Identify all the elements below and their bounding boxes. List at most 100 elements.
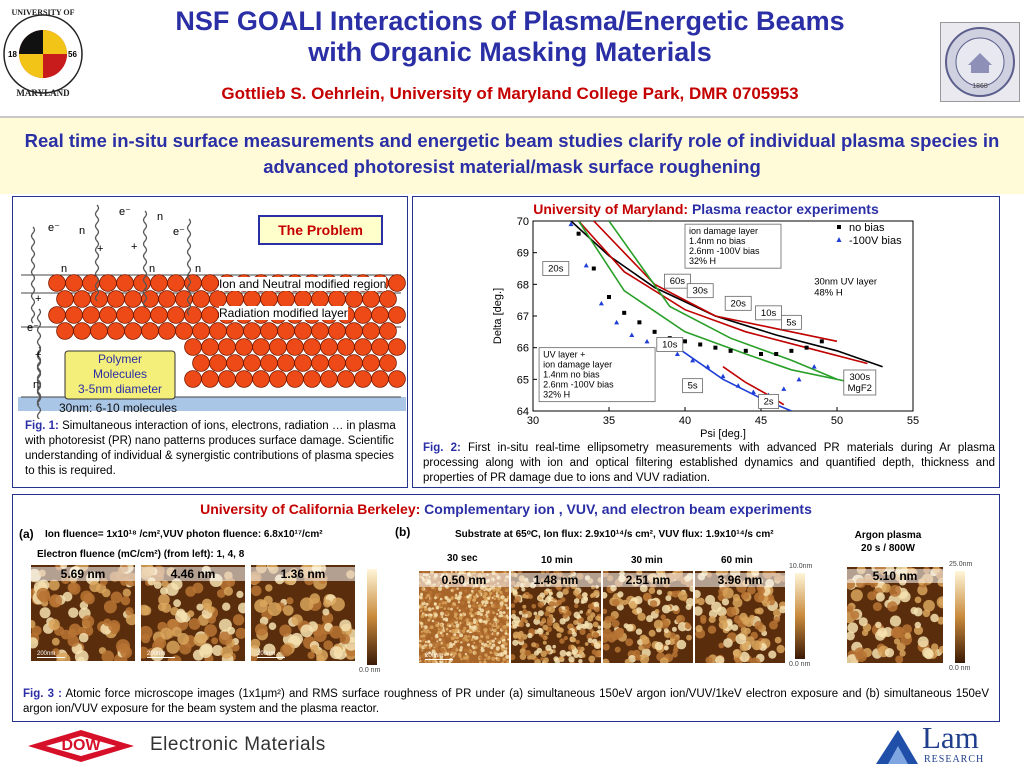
umd-logo-bottom-text: MARYLAND [16,88,70,98]
layer-info-text: 2.6nm -100V bias [543,380,614,390]
radiation-wiggle [94,204,100,302]
data-point [735,383,741,388]
umd-logo-year-left: 18 [8,50,17,59]
colorbar-c-top: 25.0nm [949,561,973,568]
annotation-box [780,314,802,330]
molecule [379,322,397,340]
radiation-wiggle [186,218,192,316]
annotation-box [656,337,684,352]
data-point [796,376,802,382]
data-point [568,221,574,227]
data-point [637,320,642,325]
x-tick-label: 30 [527,415,539,427]
species-label: n [195,263,202,275]
species-label: e⁻ [48,222,60,234]
polymer-label: Polymer Molecules 3-5nm diameter [65,352,175,397]
colorbar-a [367,569,377,665]
data-point [598,300,604,306]
polymer-label-line2: Molecules [92,367,148,381]
y-tick-label: 70 [517,216,529,228]
fig3-header-blue: Complementary ion , VUV, and electron be… [420,501,812,517]
uc-seal-year: 1868 [972,83,988,90]
annotation-label: 20s [548,264,564,275]
argon-label: Argon plasma 20 s / 800W [843,529,933,555]
y-axis-label: Delta [deg.] [492,288,504,344]
afm-scalebar: 200nm [425,653,453,660]
annotation-label: 300s [849,372,870,383]
fig2-header-red: University of Maryland: [533,201,689,217]
afm-image-a1: 5.69 nm 200nm [31,565,135,661]
argon-label-line2: 20 s / 800W [861,543,915,554]
layer-info-box [684,223,782,269]
fig1-caption: Fig. 1: Simultaneous interaction of ions… [25,419,405,479]
data-point [614,319,620,325]
annotation-box [755,305,783,321]
x-tick-label: 40 [679,415,691,427]
time-label: 60 min [721,555,753,566]
annotation-label: 10s [761,308,777,319]
colorbar-b-top: 10.0nm [789,563,813,570]
problem-label: The Problem [278,222,363,238]
electron-fluence-label: Electron fluence (mC/cm²) (from left): 1… [37,549,245,560]
afm-image-b4: 3.96 nm [695,571,785,663]
species-label: + [97,243,104,255]
species-label: n [33,379,40,391]
molecule [388,370,406,388]
colorbar-b-bottom: 0.0 nm [789,661,811,668]
ion-neutral-label: Ion and Neutral modified region [219,277,387,291]
species-label: n [149,263,156,275]
poster-title-line1: NSF GOALI Interactions of Plasma/Energet… [175,6,845,36]
layer-info-text: ion damage layer [543,360,612,370]
colorbar-c-bottom: 0.0 nm [949,665,971,672]
data-point [720,373,726,379]
layer-info-text: 32% H [689,256,716,266]
afm-image-b2: 1.48 nm [511,571,601,663]
data-point [759,352,763,356]
polymer-label-line3: 3-5nm diameter [77,382,163,396]
fig3-caption-text: Atomic force microscope images (1x1μm²) … [23,688,990,715]
argon-label-line1: Argon plasma [854,530,922,541]
problem-box: The Problem [258,215,383,245]
dow-division-text: Electronic Materials [150,734,326,755]
ellipsometry-chart: 30 35 40 45 50 55 64 65 66 67 68 69 70 Psi [deg.] Delt… [492,216,919,440]
afm-image-argon: 5.10 nm [847,567,943,663]
dow-logo-text: DOW [61,737,101,754]
y-tick-label: 64 [517,406,529,418]
species-label: + [131,241,138,253]
dow-logo: DOW [26,728,136,764]
afm-roughness: 4.46 nm [141,567,245,581]
layer-info-text: ion damage layer [689,226,758,236]
afm-image-a2: 4.46 nm 200nm [141,565,245,661]
radiation-wiggle [30,226,36,324]
legend-marker [836,237,842,242]
data-point [750,389,756,394]
data-point [576,231,581,236]
radiation-wiggle [36,346,42,419]
afm-texture [603,571,693,663]
model-curve [593,221,838,343]
layer-info-text: 2.6nm -100V bias [689,246,760,256]
data-point [683,339,687,344]
species-label: + [35,293,42,305]
layer-info-text: 32% H [543,390,570,400]
annotation-label: 10s [662,340,678,351]
afm-roughness: 0.50 nm [419,573,509,587]
molecule [388,338,406,356]
fig2-caption-text: First in-situ real-time ellipsometry mea… [423,442,995,484]
data-point [644,338,650,344]
x-tick-label: 50 [831,415,843,427]
legend-label: no bias [849,222,885,234]
data-point [804,345,809,350]
species-labels: e⁻ n e⁻ n e⁻ + + + n n n + e⁻ n [13,197,406,397]
annotation-box [686,283,714,299]
x-tick-label: 35 [603,415,615,427]
model-curve [578,221,868,365]
data-point [705,364,711,369]
poster-title-line2: with Organic Masking Materials [308,37,712,67]
molecule [388,274,406,292]
lam-logo: Lam RESEARCH [872,720,1022,768]
species-label: n [61,263,68,275]
thickness-label: 30nm: 6-10 molecules [58,401,178,415]
colorbar-b [795,573,805,659]
annotation-label: 60s [670,276,686,287]
